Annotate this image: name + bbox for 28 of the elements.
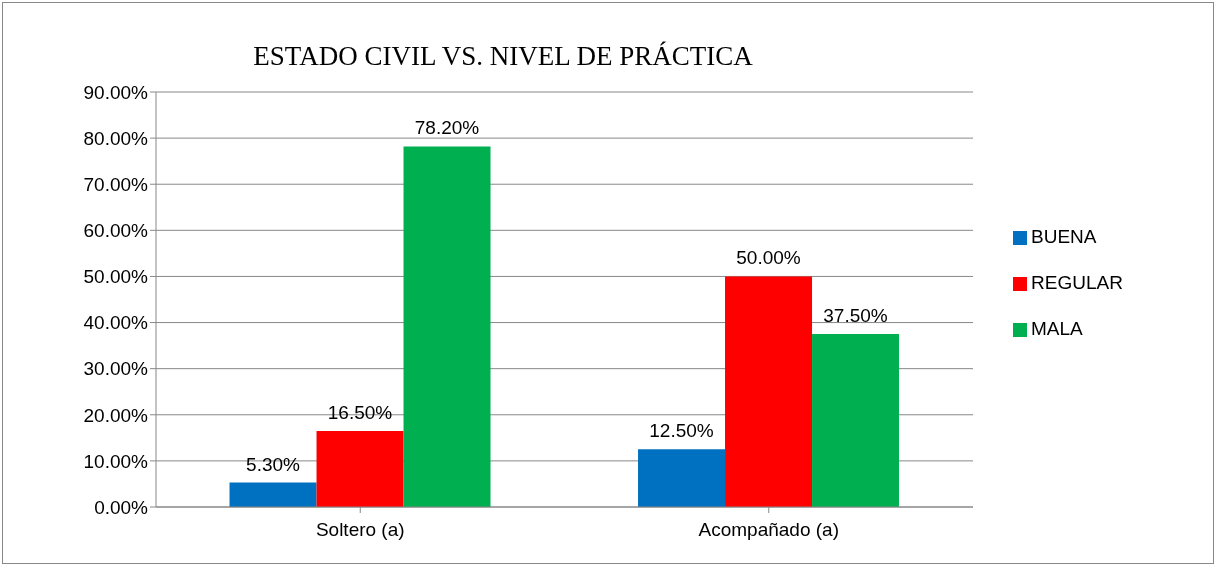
y-tick-label: 90.00%	[83, 81, 149, 103]
data-label: 12.50%	[649, 420, 714, 442]
y-tick-label: 20.00%	[83, 404, 149, 426]
legend-label: BUENA	[1031, 226, 1097, 247]
chart-title: ESTADO CIVIL VS. NIVEL DE PRÁCTICA	[252, 41, 754, 72]
data-label: 37.50%	[823, 305, 888, 327]
legend-label: MALA	[1031, 318, 1083, 339]
y-tick-label: 80.00%	[83, 127, 149, 149]
y-tick-label: 40.00%	[83, 312, 149, 334]
y-tick-label: 70.00%	[83, 173, 149, 195]
y-tick-label: 0.00%	[94, 496, 149, 518]
data-label: 5.30%	[246, 453, 301, 475]
bar	[316, 430, 404, 507]
bar	[812, 334, 900, 507]
bar	[403, 146, 491, 507]
data-label: 50.00%	[736, 247, 801, 269]
data-label: 16.50%	[327, 401, 393, 423]
y-tick-label: 50.00%	[83, 266, 149, 288]
y-tick-label: 30.00%	[83, 358, 149, 380]
x-tick-label: Acompañado (a)	[698, 519, 839, 541]
bar	[229, 482, 317, 507]
y-tick-label: 10.00%	[83, 450, 149, 472]
bar	[638, 449, 726, 507]
x-tick-label: Soltero (a)	[315, 519, 405, 541]
y-tick-label: 60.00%	[83, 220, 149, 242]
legend-label: REGULAR	[1031, 272, 1123, 293]
bar	[725, 276, 813, 507]
data-label: 78.20%	[414, 117, 480, 139]
